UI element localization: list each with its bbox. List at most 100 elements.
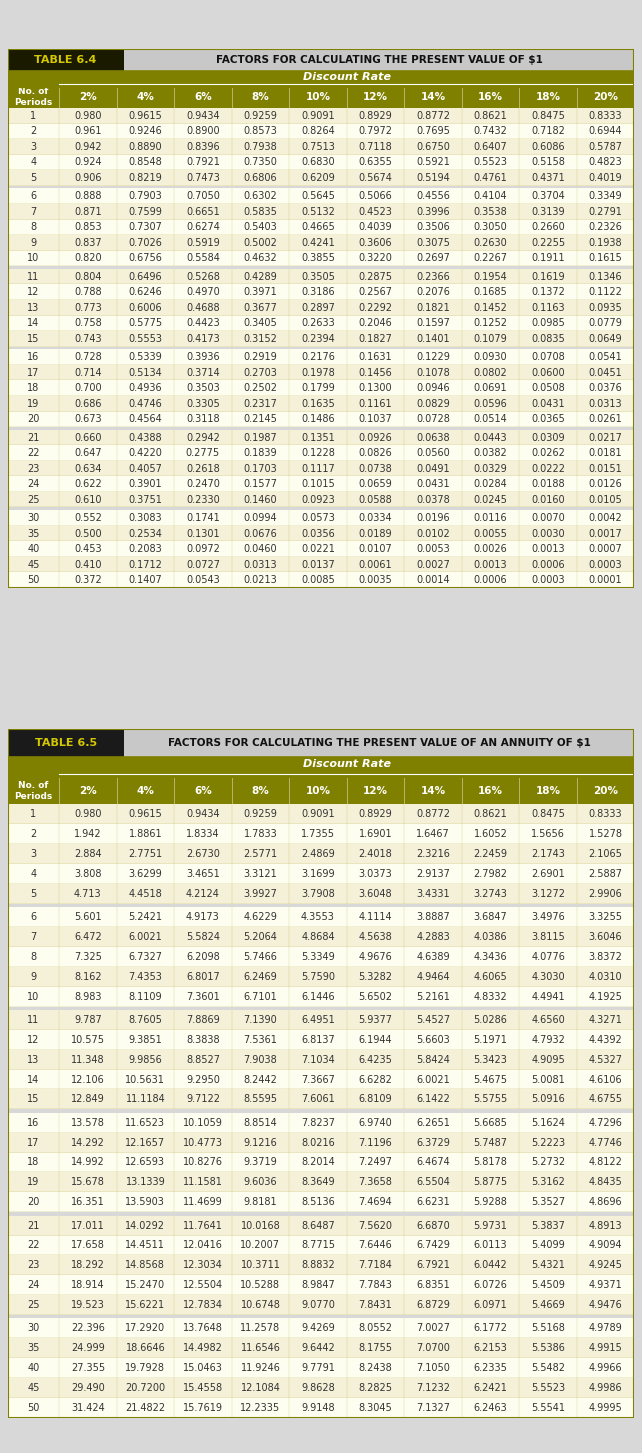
Text: 0.0779: 0.0779	[589, 318, 623, 328]
Text: 0.8929: 0.8929	[359, 110, 392, 121]
Text: 0.0007: 0.0007	[589, 543, 622, 554]
Text: 4.6389: 4.6389	[416, 952, 450, 962]
Text: 4.8435: 4.8435	[589, 1177, 622, 1187]
Text: 0.2875: 0.2875	[358, 272, 392, 282]
Text: 0.1911: 0.1911	[531, 253, 565, 263]
Text: 0.4019: 0.4019	[589, 173, 622, 183]
Text: 4.1114: 4.1114	[359, 912, 392, 923]
Text: 30: 30	[27, 513, 40, 523]
Text: 25: 25	[27, 494, 40, 504]
Text: 6.8351: 6.8351	[416, 1280, 450, 1290]
Text: 6.0442: 6.0442	[474, 1260, 507, 1270]
Text: 18.292: 18.292	[71, 1260, 105, 1270]
Text: 0.758: 0.758	[74, 318, 101, 328]
Text: 10.1059: 10.1059	[183, 1117, 223, 1128]
Text: 0.1954: 0.1954	[474, 272, 507, 282]
Text: 0.3405: 0.3405	[243, 318, 277, 328]
Text: 4.9789: 4.9789	[589, 1324, 622, 1334]
Text: 0.1619: 0.1619	[531, 272, 565, 282]
Text: 22: 22	[27, 448, 40, 458]
Text: 15.6221: 15.6221	[125, 1300, 166, 1311]
Text: 0.1712: 0.1712	[128, 559, 162, 570]
Text: 8.2825: 8.2825	[358, 1383, 392, 1393]
Text: 0.0001: 0.0001	[589, 575, 622, 586]
Text: Discount Rate: Discount Rate	[302, 760, 391, 770]
Text: 0.961: 0.961	[74, 126, 101, 137]
Text: 2.1065: 2.1065	[589, 849, 623, 859]
Text: 18.914: 18.914	[71, 1280, 105, 1290]
Text: 5.0286: 5.0286	[474, 1016, 507, 1024]
Text: 14.8568: 14.8568	[125, 1260, 165, 1270]
Text: 2: 2	[30, 126, 37, 137]
Text: 6: 6	[30, 912, 37, 923]
Text: 0.0994: 0.0994	[243, 513, 277, 523]
Text: 0.8900: 0.8900	[186, 126, 220, 137]
Text: 4.1925: 4.1925	[589, 991, 623, 1001]
Text: 6.7327: 6.7327	[128, 952, 162, 962]
Text: 0.0365: 0.0365	[531, 414, 565, 424]
Text: 11.1184: 11.1184	[125, 1094, 165, 1104]
Text: 0.4523: 0.4523	[358, 206, 392, 216]
Text: 5.5541: 5.5541	[531, 1404, 565, 1412]
Bar	[124, 729, 634, 757]
Text: 6.3729: 6.3729	[416, 1138, 450, 1148]
Text: 8.3045: 8.3045	[359, 1404, 392, 1412]
Text: 0.5584: 0.5584	[186, 253, 220, 263]
Text: 0.6750: 0.6750	[416, 142, 450, 153]
Text: 5.9288: 5.9288	[474, 1197, 507, 1207]
Text: 5: 5	[30, 889, 37, 899]
Text: 5.7590: 5.7590	[301, 972, 335, 982]
Text: 0.3186: 0.3186	[301, 288, 334, 298]
Text: 0.0835: 0.0835	[531, 334, 565, 344]
Text: 6%: 6%	[194, 93, 212, 102]
Text: 0.1577: 0.1577	[243, 479, 277, 490]
Text: 4.9966: 4.9966	[589, 1363, 622, 1373]
Text: 0.3349: 0.3349	[589, 192, 622, 201]
Text: 7.8237: 7.8237	[301, 1117, 335, 1128]
Text: 0.0431: 0.0431	[531, 398, 565, 408]
Text: 5.4099: 5.4099	[531, 1241, 565, 1251]
Text: 0.1117: 0.1117	[301, 464, 335, 474]
Text: 7.4353: 7.4353	[128, 972, 162, 982]
Text: 7: 7	[30, 206, 37, 216]
Text: 0.1615: 0.1615	[589, 253, 622, 263]
Text: 5.4509: 5.4509	[531, 1280, 565, 1290]
Text: 0.8219: 0.8219	[128, 173, 162, 183]
Text: 3.4976: 3.4976	[531, 912, 565, 923]
Text: 0.8475: 0.8475	[531, 809, 565, 819]
Text: 5.8178: 5.8178	[474, 1158, 507, 1168]
Text: 0.8333: 0.8333	[589, 809, 622, 819]
Text: 11.2578: 11.2578	[240, 1324, 281, 1334]
Text: 6.0726: 6.0726	[474, 1280, 507, 1290]
Text: 4: 4	[30, 869, 37, 879]
Text: 0.7921: 0.7921	[186, 157, 220, 167]
Text: 2.7982: 2.7982	[474, 869, 507, 879]
Text: 4%: 4%	[137, 93, 154, 102]
Text: 7.1034: 7.1034	[301, 1055, 335, 1065]
Text: 9.8628: 9.8628	[301, 1383, 335, 1393]
Text: 0.5919: 0.5919	[186, 238, 220, 248]
Text: 0.8890: 0.8890	[128, 142, 162, 153]
Text: 6.2098: 6.2098	[186, 952, 220, 962]
Text: 4.9995: 4.9995	[589, 1404, 622, 1412]
Text: 20: 20	[27, 1197, 40, 1207]
Text: 14: 14	[27, 318, 40, 328]
Bar	[8, 729, 124, 757]
Text: 0.2919: 0.2919	[243, 352, 277, 362]
Text: 0.0160: 0.0160	[531, 494, 565, 504]
Text: 4.6065: 4.6065	[474, 972, 507, 982]
Text: 9.3719: 9.3719	[243, 1158, 277, 1168]
Text: 9: 9	[30, 972, 37, 982]
Text: 0.0923: 0.0923	[301, 494, 335, 504]
Text: 0.6355: 0.6355	[358, 157, 392, 167]
Text: 0.0935: 0.0935	[589, 302, 622, 312]
Text: 0.0245: 0.0245	[474, 494, 507, 504]
Text: 4.9476: 4.9476	[589, 1300, 622, 1311]
Text: 0.9246: 0.9246	[128, 126, 162, 137]
Text: 3.1272: 3.1272	[531, 889, 565, 899]
Text: 4.2883: 4.2883	[416, 931, 450, 942]
Text: 0.3606: 0.3606	[359, 238, 392, 248]
Text: 0.1460: 0.1460	[243, 494, 277, 504]
Text: 4.3553: 4.3553	[301, 912, 335, 923]
Text: 5.4321: 5.4321	[531, 1260, 565, 1270]
